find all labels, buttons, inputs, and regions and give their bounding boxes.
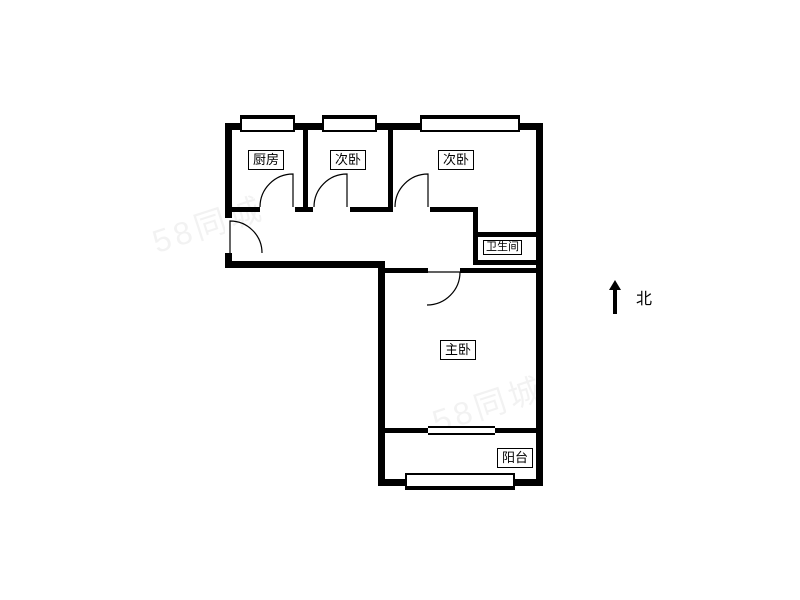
wall [473,260,543,265]
window [420,119,520,130]
label-balcony: 阳台 [497,448,533,468]
wall [225,261,385,268]
window [240,119,295,130]
wall [293,115,295,132]
wall [430,207,478,212]
wall [383,268,428,273]
window [322,119,377,130]
compass-label: 北 [636,285,652,309]
window [428,426,495,435]
wall [513,473,515,490]
wall [473,232,478,265]
label-bathroom: 卫生间 [483,240,522,255]
wall [460,268,543,273]
door-arc [312,172,352,212]
wall [240,115,242,132]
wall [350,207,393,212]
label-kitchen: 厨房 [248,150,284,170]
floorplan-canvas: 58同城 58同城 [0,0,800,600]
compass: 北 [608,280,652,314]
wall [495,428,543,433]
wall [303,128,308,210]
label-bedroom2a: 次卧 [330,150,366,170]
wall [518,115,520,132]
wall [420,130,520,132]
door-opening [225,218,232,253]
wall [536,268,543,486]
wall [473,232,543,237]
wall [405,486,515,490]
wall [322,115,324,132]
wall [322,130,377,132]
door-arc [393,172,433,212]
watermark: 58同城 [146,183,270,262]
wall [295,207,313,212]
label-master: 主卧 [440,340,476,360]
wall [230,207,260,212]
door-arc [258,172,298,212]
wall [240,130,295,132]
wall [378,261,385,486]
arrow-up-icon [608,280,622,314]
wall [375,115,377,132]
wall [420,115,422,132]
window [405,475,515,486]
door-arc [425,270,465,310]
wall [383,428,428,433]
wall [405,473,515,475]
label-bedroom2b: 次卧 [438,150,474,170]
wall [405,473,407,490]
wall [388,128,393,210]
